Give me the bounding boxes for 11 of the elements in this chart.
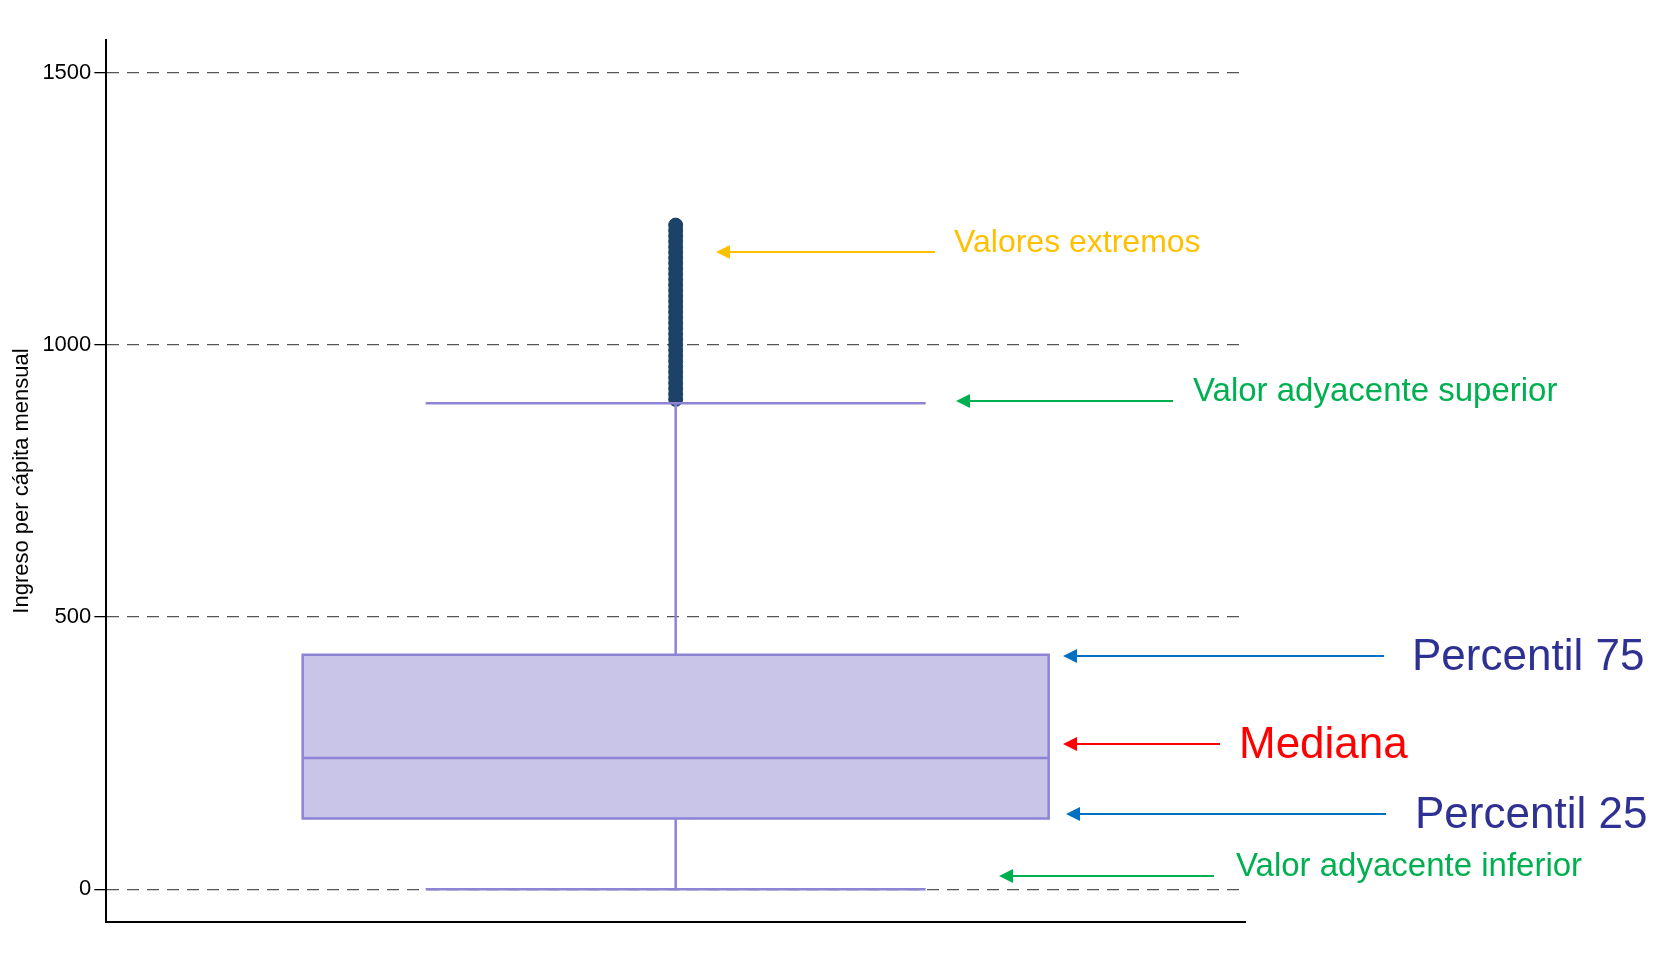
text: Valor adyacente inferior [1236, 846, 1583, 884]
text: Percentil 25 [1415, 788, 1648, 838]
text: Mediana [1239, 718, 1409, 768]
text: Percentil 75 [1412, 630, 1645, 680]
y-tick-label: 0 [79, 875, 92, 901]
annotation: Valores extremos [954, 222, 1201, 259]
text: Valor adyacente superior [1193, 371, 1558, 409]
y-tick-label: 500 [54, 603, 92, 629]
y-tick-label: 1500 [42, 58, 92, 84]
y-axis-title: Ingreso per cápita mensual [8, 348, 34, 614]
y-tick-label: 1000 [42, 330, 92, 356]
